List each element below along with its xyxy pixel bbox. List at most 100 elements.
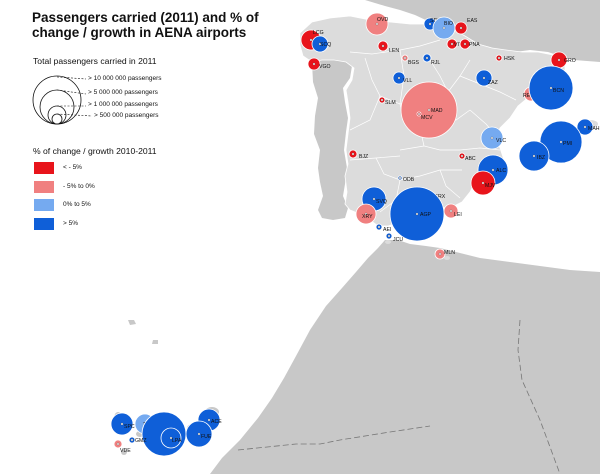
airport-label-vgo: VGO <box>319 64 331 70</box>
airport-point-pmi <box>559 140 563 144</box>
airport-point-slm <box>380 98 384 102</box>
airport-point-mjv <box>481 181 485 185</box>
size-legend-title: Total passengers carried in 2011 <box>33 56 157 66</box>
airport-label-gro: GRO <box>564 58 576 64</box>
airport-label-rjl: RJL <box>431 60 440 66</box>
change-legend-swatch-decline <box>34 181 54 193</box>
airport-point-sdr <box>428 22 432 26</box>
airport-point-pna <box>463 42 467 46</box>
airport-label-pmi: PMI <box>563 141 572 147</box>
airport-label-svq: SVQ <box>376 199 387 205</box>
airport-point-mad <box>427 108 431 112</box>
airport-label-ibz: IBZ <box>537 155 545 161</box>
airport-label-lpa: LPA <box>172 438 182 444</box>
airport-point-mln <box>438 252 442 256</box>
airport-point-aei <box>377 225 381 229</box>
airport-label-abc: ABC <box>465 156 476 162</box>
airport-markers: OVDSDRBIOEASLCGSCQVITPNALENRJLBGSHSKGROV… <box>110 12 600 457</box>
airport-label-len: LEN <box>389 48 399 54</box>
airport-point-svq <box>372 197 376 201</box>
change-legend-label-decline-strong: < - 5% <box>63 164 82 171</box>
airport-label-pna: PNA <box>469 42 480 48</box>
airport-point-abc <box>460 154 464 158</box>
size-legend-leaders <box>56 76 93 117</box>
airport-label-aei: AEI <box>383 227 391 233</box>
airport-label-slm: SLM <box>385 100 396 106</box>
airport-label-fue: FUE <box>201 434 212 440</box>
airport-point-vlc <box>490 136 494 140</box>
airport-point-mcv <box>417 112 421 116</box>
airport-point-agp <box>415 212 419 216</box>
airport-label-hsk: HSK <box>504 56 515 62</box>
airport-point-mah <box>583 125 587 129</box>
airport-point-jcu <box>387 234 391 238</box>
airport-label-reu: REU <box>523 93 534 99</box>
airport-label-agp: AGP <box>420 212 431 218</box>
change-legend-swatch-growth-strong <box>34 218 54 230</box>
map-title: Passengers carried (2011) and % of chang… <box>32 10 259 40</box>
size-legend-label-5m: > 5 000 000 passengers <box>88 89 158 96</box>
airport-label-mcv: MCV <box>421 115 433 121</box>
airport-point-gro <box>557 58 561 62</box>
airport-label-spc: SPC <box>124 424 135 430</box>
change-legend-label-growth-strong: > 5% <box>63 220 78 227</box>
airport-point-vgo <box>312 62 316 66</box>
change-legend-title: % of change / growth 2010-2011 <box>33 146 157 156</box>
airport-point-len <box>381 44 385 48</box>
airport-point-odb <box>398 176 402 180</box>
land-morocco <box>210 240 600 474</box>
island-small <box>152 340 158 344</box>
airport-label-mad: MAD <box>431 108 443 114</box>
size-legend-label-1m: > 1 000 000 passengers <box>88 101 158 108</box>
airport-point-xry <box>364 212 368 216</box>
land-france <box>365 0 600 62</box>
airport-point-bgs <box>403 56 407 60</box>
land-portugal <box>312 58 352 220</box>
enclave-ceuta <box>385 240 391 244</box>
airport-point-scq <box>318 42 322 46</box>
airport-label-bcn: BCN <box>553 88 564 94</box>
airport-point-gmz <box>130 438 134 442</box>
airport-point-vit <box>450 42 454 46</box>
airport-point-spc <box>120 422 124 426</box>
airport-label-mah: MAH <box>588 126 600 132</box>
airport-point-rjl <box>425 56 429 60</box>
airport-point-ibz <box>532 154 536 158</box>
airport-label-grx: GRX <box>434 194 446 200</box>
airport-point-eas <box>459 26 463 30</box>
airport-label-bio: BIO <box>444 21 453 27</box>
airport-label-vde: VDE <box>120 448 131 454</box>
airport-label-vll: VLL <box>403 78 412 84</box>
airport-label-jcu: JCU <box>393 237 403 243</box>
airport-label-ovd: OVD <box>377 17 388 23</box>
airport-label-mln: MLN <box>444 250 455 256</box>
change-legend-label-decline: - 5% to 0% <box>63 183 95 190</box>
airport-point-ovd <box>375 22 379 26</box>
airport-label-mjv: MJV <box>485 183 496 189</box>
airport-point-hsk <box>497 56 501 60</box>
size-legend-label-10m: > 10 000 000 passengers <box>88 75 162 82</box>
airport-label-scq: SCQ <box>320 42 331 48</box>
airport-point-lcg <box>309 38 313 42</box>
airport-point-lpa <box>169 436 173 440</box>
enclave-melilla <box>444 256 450 260</box>
airport-label-lei: LEI <box>454 212 462 218</box>
airport-point-bjz <box>351 152 355 156</box>
airport-label-vlc: VLC <box>496 138 506 144</box>
airport-label-bjz: BJZ <box>359 154 368 160</box>
airport-label-odb: ODB <box>403 177 415 183</box>
airport-label-zaz: ZAZ <box>488 80 498 86</box>
airport-label-alc: ALC <box>496 168 506 174</box>
island-small <box>128 320 136 325</box>
airport-point-vll <box>397 76 401 80</box>
airport-label-bgs: BGS <box>408 60 419 66</box>
airport-label-ace: ACE <box>211 419 222 425</box>
size-legend-label-500k: > 500 000 passengers <box>94 112 159 119</box>
airport-point-zaz <box>482 76 486 80</box>
airport-point-bio <box>442 26 446 30</box>
airport-point-vde <box>116 442 120 446</box>
airport-point-ace <box>207 418 211 422</box>
country-border <box>237 319 561 474</box>
